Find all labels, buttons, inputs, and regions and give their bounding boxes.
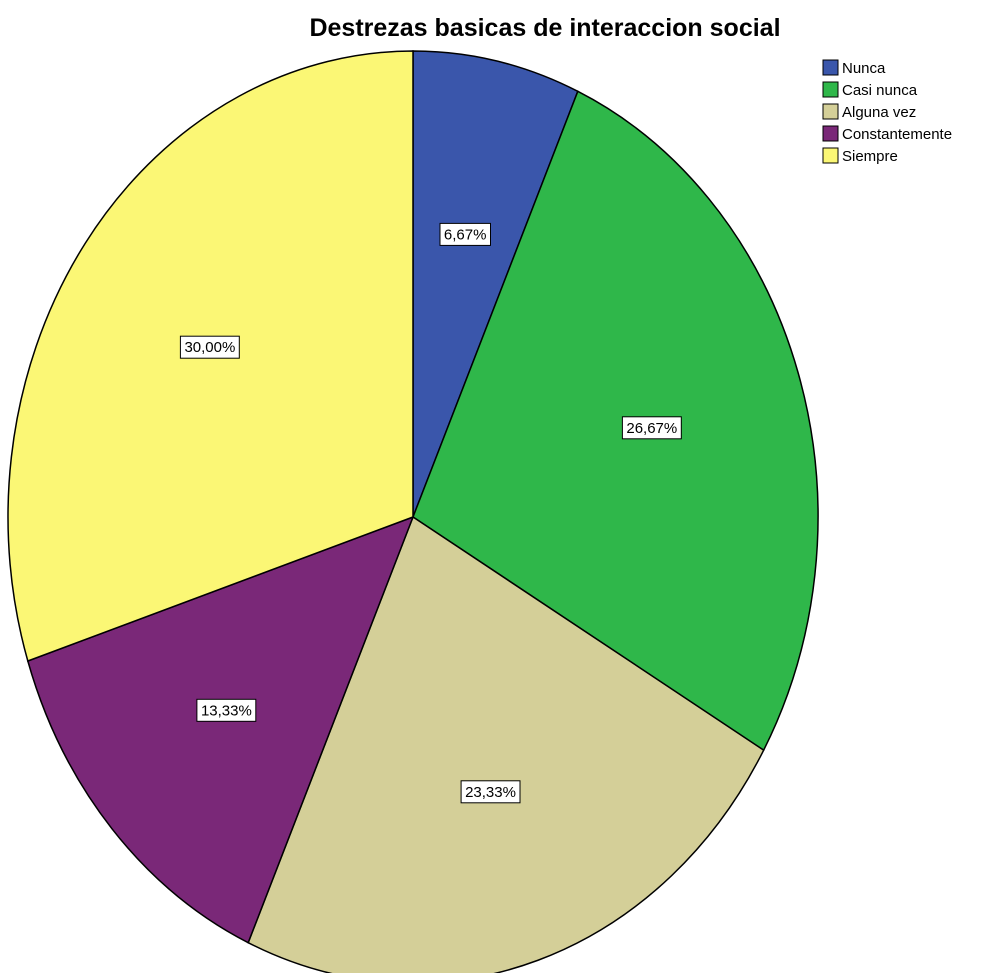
data-label-text: 23,33% — [465, 784, 516, 801]
pie-slice-alguna-vez — [247, 515, 765, 973]
legend-swatch — [822, 59, 839, 76]
data-label-constantemente: 13,33% — [196, 698, 257, 722]
data-label-box — [439, 222, 491, 246]
legend: Nunca Casi nunca Alguna vez Constantemente S… — [822, 59, 952, 165]
legend-label: Constantemente — [842, 126, 952, 143]
legend-label: Alguna vez — [842, 104, 916, 121]
legend-label: Casi nunca — [842, 82, 918, 99]
legend-label: Nunca — [842, 60, 886, 77]
legend-item-alguna-vez: Alguna vez — [822, 103, 916, 121]
legend-item-nunca: Nunca — [822, 59, 886, 77]
pie-slice-constantemente — [26, 515, 415, 944]
legend-item-constantemente: Constantemente — [822, 125, 952, 143]
data-label-alguna-vez: 23,33% — [460, 780, 521, 804]
pie-slices — [7, 50, 819, 973]
pie-data-labels: 6,67% 26,67% 23,33% 13,33% 30,00% — [179, 222, 682, 804]
data-label-box — [460, 780, 521, 804]
data-label-text: 26,67% — [626, 420, 677, 437]
data-label-casi-nunca: 26,67% — [621, 416, 682, 440]
legend-swatch — [822, 81, 839, 98]
data-label-nunca: 6,67% — [439, 222, 491, 246]
data-label-box — [179, 335, 240, 359]
legend-label: Siempre — [842, 148, 898, 165]
data-label-text: 30,00% — [184, 339, 235, 356]
data-label-text: 6,67% — [444, 226, 487, 243]
data-label-box — [196, 698, 257, 722]
data-label-siempre: 30,00% — [179, 335, 240, 359]
legend-swatch — [822, 125, 839, 142]
legend-swatch — [822, 103, 839, 120]
legend-item-casi-nunca: Casi nunca — [822, 81, 918, 99]
legend-item-siempre: Siempre — [822, 147, 898, 165]
legend-swatch — [822, 147, 839, 164]
data-label-box — [621, 416, 682, 440]
pie-slice-casi-nunca — [412, 90, 819, 752]
chart-title: Destrezas basicas de interaccion social — [309, 14, 780, 42]
data-label-text: 13,33% — [201, 702, 252, 719]
pie-slice-nunca — [412, 50, 579, 518]
